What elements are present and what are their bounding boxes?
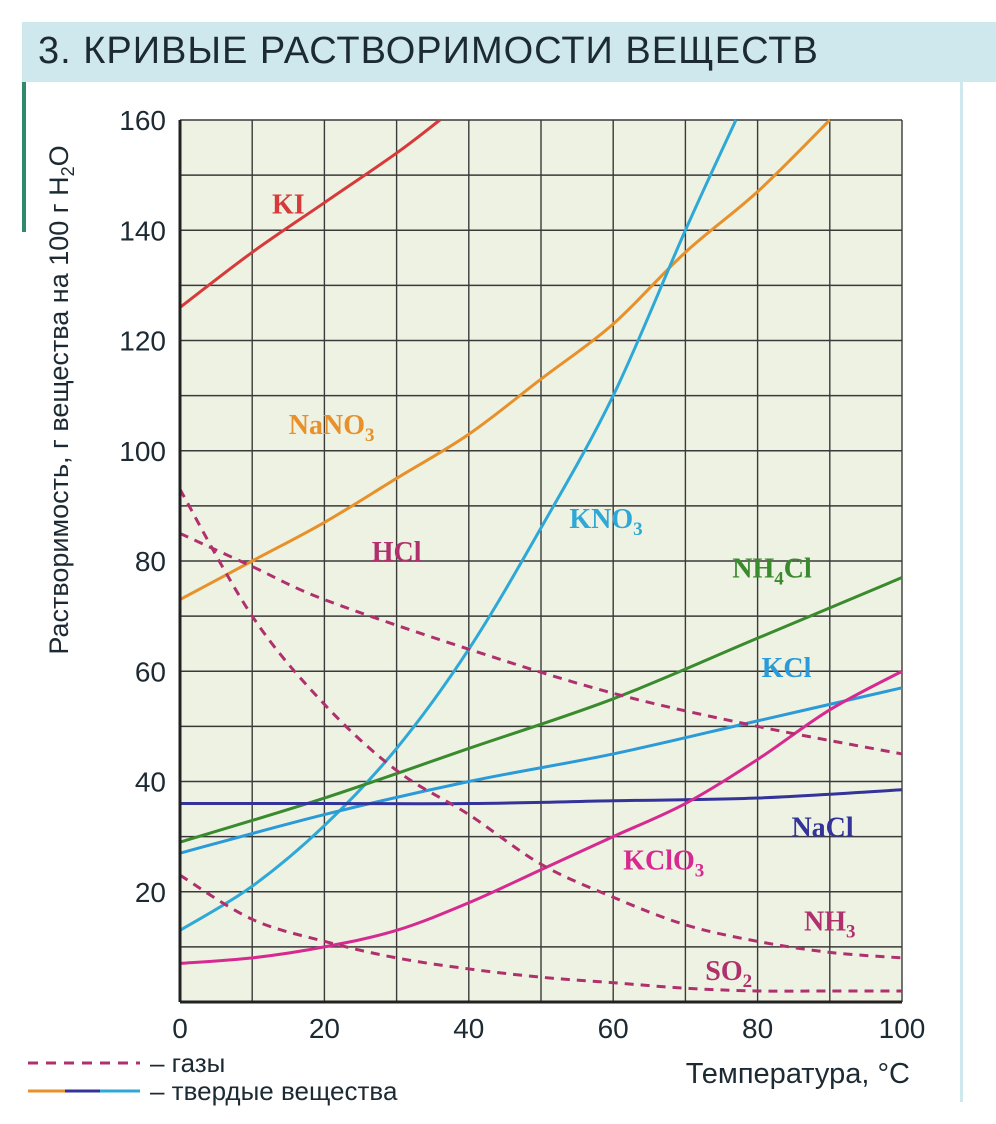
- x-axis-label: Температура, °C: [686, 1058, 910, 1090]
- series-label-so2: SO2: [705, 956, 752, 992]
- x-tick-label: 20: [309, 1013, 340, 1044]
- series-line-nh3: [178, 488, 903, 960]
- axes: [178, 120, 902, 1004]
- series-label-ki: KI: [272, 190, 305, 221]
- y-tick-label: 140: [119, 215, 166, 246]
- x-tick-label: 60: [598, 1013, 629, 1044]
- y-tick-label: 100: [119, 436, 166, 467]
- title-band: [22, 22, 996, 232]
- series-line-nano3: [179, 118, 831, 601]
- series-label-nh4cl: NH4Cl: [732, 554, 812, 590]
- y-tick-label: 160: [119, 105, 166, 136]
- title-accent-bar: [22, 82, 26, 232]
- y-tick-label: 80: [135, 546, 166, 577]
- series-label-nh3: NH3: [804, 906, 856, 942]
- series-labels: KI NaNO3 KNO3 NH4Cl KCl NaCl KClO3 HCl NH3 SO2: [272, 190, 856, 992]
- legend-solid-label: – твердые вещества: [150, 1076, 398, 1106]
- series-line-kno3: [179, 119, 738, 932]
- y-tick-label: 60: [135, 656, 166, 687]
- y-tick-label: 40: [135, 767, 166, 798]
- series-label-kno3: KNO3: [569, 504, 642, 540]
- series-line-nacl: [180, 788, 903, 806]
- series-line-so2: [179, 873, 902, 993]
- series-line-ki: [179, 118, 441, 309]
- y-axis-label: Растворимость, г вещества на 100 г H2O: [44, 145, 78, 654]
- x-tick-label: 0: [172, 1013, 188, 1044]
- tick-labels: 0 20 40 60 80 100 20 40 60 80 100 120 140 160: [119, 105, 925, 1044]
- series-label-kclo3: KClO3: [623, 846, 704, 882]
- legend: – газы – твердые вещества: [28, 1048, 398, 1106]
- side-border: [960, 82, 963, 1102]
- y-tick-label: 20: [135, 877, 166, 908]
- x-tick-label: 80: [742, 1013, 773, 1044]
- series-label-nacl: NaCl: [791, 813, 853, 844]
- series-label-nano3: NaNO3: [289, 410, 375, 446]
- series-label-hcl: HCl: [372, 537, 422, 568]
- x-tick-label: 40: [453, 1013, 484, 1044]
- page-title: 3. КРИВЫЕ РАСТВОРИМОСТИ ВЕЩЕСТВ: [38, 30, 819, 72]
- legend-gas-label: – газы: [150, 1048, 225, 1078]
- series-line-hcl: [179, 532, 903, 756]
- series-label-kcl: KCl: [762, 653, 812, 684]
- y-tick-label: 120: [119, 326, 166, 357]
- series-line-kcl: [179, 686, 903, 855]
- x-tick-label: 100: [879, 1013, 926, 1044]
- series-group: [178, 118, 903, 993]
